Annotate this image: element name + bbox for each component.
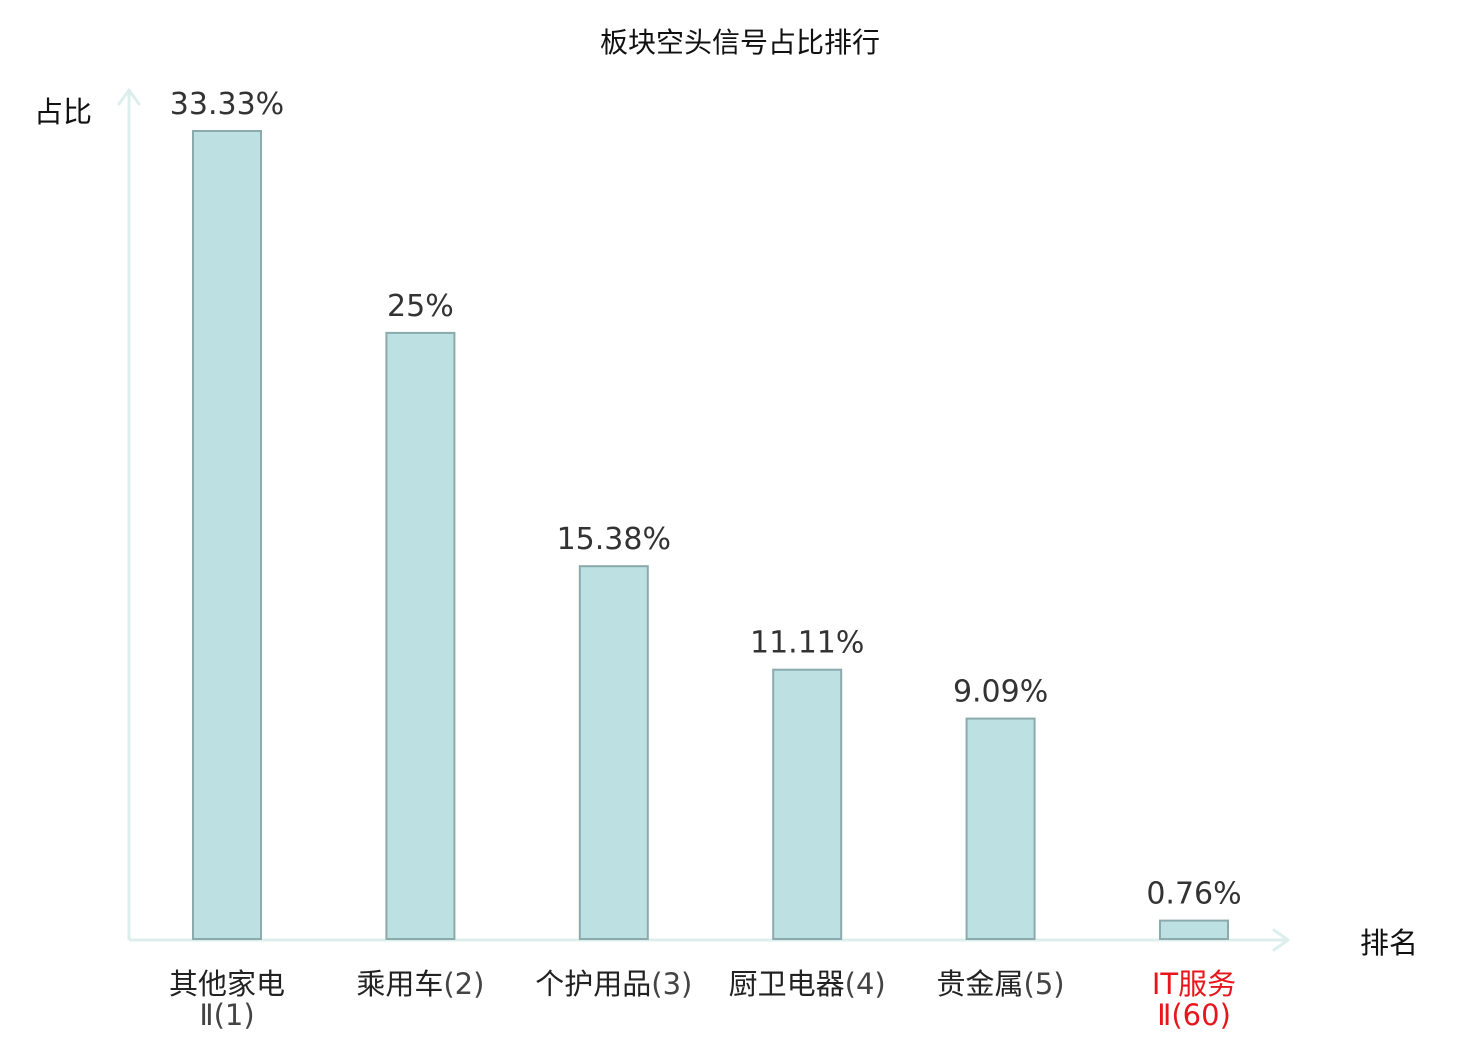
- value-label-1: 33.33%: [170, 87, 284, 122]
- bar-4: [772, 668, 843, 940]
- bar-3: [578, 565, 649, 940]
- category-label-1: 其他家电: [169, 967, 285, 1001]
- y-axis-arrow: [117, 88, 141, 106]
- y-axis-title: 占比: [34, 95, 92, 129]
- category-name-2: 乘用车: [356, 967, 443, 1001]
- category-rank-2: (2): [443, 967, 484, 1001]
- category-rank-4: (4): [845, 967, 886, 1001]
- bar-6: [1159, 919, 1229, 940]
- category-name-5: 贵金属: [937, 967, 1024, 1001]
- category-rank-6: Ⅱ(60): [1157, 998, 1231, 1032]
- category-name-4: 厨卫电器: [729, 967, 845, 1001]
- value-label-5: 9.09%: [953, 675, 1048, 710]
- x-axis-arrow: [1272, 928, 1290, 952]
- category-label-6: IT服务: [1152, 967, 1236, 1001]
- bar-2: [385, 331, 456, 940]
- category-label-2: 乘用车(2): [356, 967, 484, 1001]
- bar-1: [192, 130, 262, 940]
- category-rank-1: Ⅱ(1): [199, 998, 254, 1032]
- bars-group: [192, 130, 1229, 940]
- category-label-4: 厨卫电器(4): [729, 967, 886, 1001]
- category-rank-5: (5): [1024, 967, 1065, 1001]
- value-label-3: 15.38%: [557, 522, 671, 557]
- value-label-6: 0.76%: [1146, 877, 1241, 912]
- bar-5: [965, 717, 1036, 940]
- value-label-2: 25%: [387, 289, 454, 324]
- chart-title: 板块空头信号占比排行: [600, 26, 880, 59]
- category-rank-3: (3): [651, 967, 692, 1001]
- category-name-3: 个护用品: [535, 967, 651, 1001]
- category-label-3: 个护用品(3): [535, 967, 692, 1001]
- x-axis-title: 排名: [1360, 926, 1418, 960]
- value-labels-group: 33.33% 25% 15.38% 11.11% 9.09% 0.76%: [170, 87, 1242, 912]
- category-label-5: 贵金属(5): [937, 967, 1065, 1001]
- value-label-4: 11.11%: [750, 626, 864, 661]
